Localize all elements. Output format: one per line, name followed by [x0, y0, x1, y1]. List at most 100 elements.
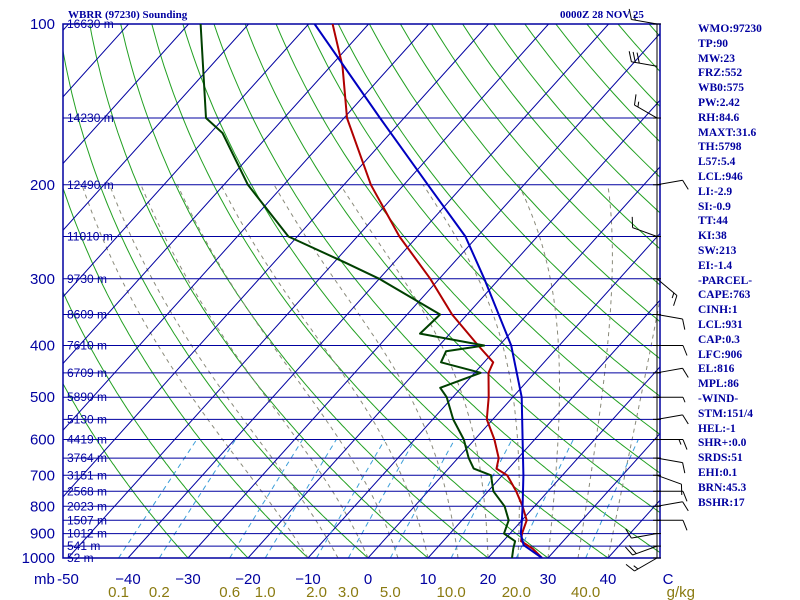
isotherm-line	[547, 432, 660, 558]
temperature-tick-label: −40	[115, 571, 140, 588]
mixing-ratio-line	[264, 439, 337, 558]
stability-index-item: MW:23	[698, 52, 736, 65]
wind-barb-flag	[682, 345, 688, 356]
wind-barb	[625, 528, 658, 539]
height-level-label: 4419 m	[67, 433, 107, 447]
stability-index-item: SHR+:0.0	[698, 437, 747, 450]
dry-adiabat-line	[151, 24, 549, 558]
wind-barb-flag	[682, 414, 689, 425]
stability-index-item: HEL:-1	[698, 422, 736, 435]
stability-index-item: KI:38	[698, 230, 727, 243]
moist-adiabat-line	[422, 184, 520, 558]
height-level-label: 12490 m	[67, 178, 114, 192]
wind-barb-flag	[682, 368, 689, 378]
isotherm-line	[367, 232, 660, 558]
wind-barb-shaft	[656, 414, 683, 420]
moist-adiabat-line	[140, 184, 369, 558]
wind-barb-shaft	[634, 104, 658, 119]
height-level-label: 3151 m	[67, 468, 107, 482]
mixing-ratio-label: 3.0	[338, 584, 359, 600]
pressure-tick-label: 400	[30, 338, 55, 355]
dry-adiabat-line	[63, 48, 369, 558]
wind-barb	[657, 519, 688, 531]
stability-index-item: CAP:0.3	[698, 333, 740, 346]
stability-index-item: WMO:97230	[698, 23, 762, 35]
wind-barb-flag	[632, 51, 636, 63]
stability-index-item: EI:-1.4	[698, 259, 733, 272]
mixing-ratio-line	[229, 439, 304, 558]
stability-index-item: -PARCEL-	[698, 274, 753, 287]
isotherm-line	[63, 24, 309, 298]
stability-index-item: RH:84.6	[698, 111, 740, 124]
stability-index-item: MPL:86	[698, 378, 739, 391]
stability-index-item: SI:-0.9	[698, 200, 731, 213]
wind-barb	[656, 278, 678, 306]
stability-indices-list: WMO:97230 TP:90 MW:23 FRZ:552 WB0:575 PW:2.42…	[698, 22, 798, 510]
wind-barb	[625, 557, 658, 572]
station-title: WBRR (97230) Sounding	[68, 9, 188, 21]
dry-adiabat-line	[182, 24, 609, 558]
temperature-tick-label: C	[663, 571, 674, 588]
height-level-label: 16630 m	[67, 17, 114, 31]
wind-barb-flag	[628, 545, 637, 554]
wind-barb	[631, 216, 658, 237]
wind-barbs	[625, 8, 689, 572]
pressure-tick-label: 600	[30, 432, 55, 449]
wind-barb	[628, 51, 658, 67]
wind-barb	[625, 545, 658, 556]
wind-barb-flag	[633, 94, 637, 106]
stability-index-item: BSHR:17	[698, 496, 745, 509]
stability-index-item: SW:213	[698, 244, 737, 257]
moist-adiabat-line	[176, 184, 399, 558]
stability-index-item: L57:5.4	[698, 156, 736, 169]
wind-barb	[656, 314, 686, 330]
stability-index-item: LI:-2.9	[698, 185, 733, 198]
wind-barb-flag	[682, 491, 688, 502]
wind-barb-half-flag	[633, 14, 636, 21]
wind-barb-shaft	[656, 457, 683, 464]
dry-adiabat-line	[213, 24, 660, 554]
stability-index-item: TH:5798	[698, 141, 742, 154]
mixing-ratio-lines	[118, 439, 639, 558]
mixing-ratio-line	[347, 439, 416, 558]
height-level-label: 5890 m	[67, 390, 107, 404]
temperature-tick-label: -50	[57, 571, 79, 588]
isotherm-line	[487, 366, 660, 558]
wind-barb	[656, 457, 686, 474]
height-level-label: 5130 m	[67, 412, 107, 426]
wind-barb-flag	[682, 520, 688, 531]
moist-adiabat-line	[577, 184, 613, 558]
moist-adiabat-line	[518, 184, 560, 558]
temperature-tick-label: 10	[420, 571, 437, 588]
height-level-label: 7610 m	[67, 339, 107, 353]
wind-barb	[633, 94, 658, 119]
wind-barb-flag	[682, 179, 689, 190]
mixing-ratio-label: 20.0	[502, 584, 531, 600]
wind-barb-shaft	[634, 557, 658, 572]
sounding-traces	[199, 24, 543, 558]
pressure-tick-label: 300	[30, 271, 55, 288]
mixing-ratio-label: 5.0	[380, 584, 401, 600]
wind-barb-flag	[673, 295, 678, 306]
height-level-label: 11010 m	[67, 229, 113, 243]
moist-adiabat-line	[220, 184, 429, 558]
isotherm-line	[187, 32, 660, 558]
wind-barb	[628, 8, 658, 25]
mixing-ratio-line	[389, 439, 456, 558]
wind-barb-flag	[682, 501, 689, 512]
wind-barb	[656, 501, 689, 512]
temperature-tick-label: −30	[175, 571, 200, 588]
wind-barb-flag	[628, 8, 632, 20]
stability-index-item: BRN:45.3	[698, 481, 747, 494]
wind-barb-half-flag	[682, 397, 686, 403]
temperature-tick-label: 30	[540, 571, 557, 588]
mixing-ratio-unit-label: g/kg	[667, 584, 695, 600]
stability-index-item: MAXT:31.6	[698, 126, 757, 139]
temperature-tick-label: −10	[295, 571, 320, 588]
dry-adiabat-line	[275, 24, 660, 474]
wind-barb-shaft	[656, 367, 683, 374]
wind-barb-shaft	[656, 474, 682, 485]
mixing-ratio-line	[118, 439, 198, 558]
